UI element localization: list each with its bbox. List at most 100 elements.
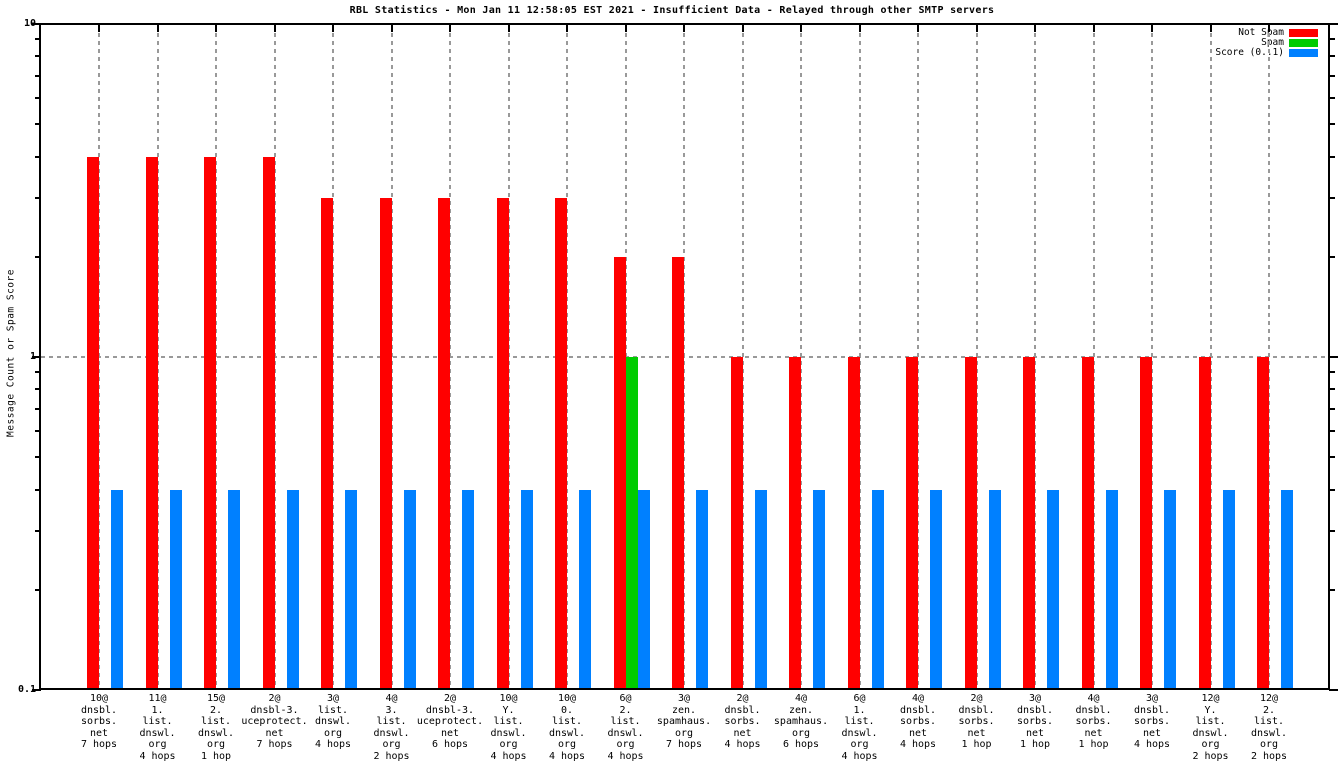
bar-not-spam: [613, 256, 626, 688]
x-axis-label: 3@ dnsbl. sorbs. net 4 hops: [1133, 693, 1171, 750]
y-axis-tick-minor: [1329, 55, 1335, 58]
y-axis-tick-minor: [35, 429, 41, 432]
y-axis-tick-minor: [35, 38, 41, 41]
x-axis-tick: [975, 25, 978, 32]
bar-spam: [625, 357, 638, 688]
bar-not-spam: [438, 198, 450, 688]
x-axis-tick: [98, 25, 100, 32]
y-axis-tick-minor: [1329, 488, 1335, 491]
x-axis-label: 2@ dnsbl. sorbs. net 1 hop: [958, 693, 995, 750]
y-axis-tick-minor: [35, 371, 41, 374]
x-axis-tick: [215, 25, 217, 32]
x-axis-label: 4@ zen. spamhaus. org 6 hops: [773, 693, 829, 750]
y-axis-tick-major: [1329, 23, 1338, 25]
y-axis-tick-minor: [1329, 155, 1335, 158]
legend-swatch: [1289, 49, 1318, 57]
legend-label: Spam: [1261, 37, 1284, 48]
x-axis-label: 3@ dnsbl. sorbs. net 1 hop: [1016, 693, 1054, 750]
bar-score: [169, 489, 182, 688]
x-axis-tick: [800, 25, 802, 32]
y-axis-tick-minor: [1329, 371, 1335, 374]
x-axis-label: 2@ dnsbl-3. uceprotect. net 6 hops: [416, 693, 484, 750]
y-axis-tick-major: [32, 23, 41, 25]
x-axis-label: 2@ dnsbl-3. uceprotect. net 7 hops: [241, 693, 308, 750]
bar-score: [111, 489, 123, 688]
x-axis-tick: [273, 25, 276, 32]
y-axis-tick-major: [1329, 356, 1338, 358]
x-axis-tick: [741, 25, 744, 32]
y-axis-tick-minor: [35, 55, 41, 58]
x-axis-tick: [566, 25, 568, 32]
bar-score: [579, 489, 591, 688]
bar-score: [930, 489, 942, 688]
bar-not-spam: [262, 156, 275, 688]
y-axis-tick-minor: [1329, 530, 1335, 533]
legend-item: Spam: [1215, 38, 1318, 48]
bar-score: [286, 489, 299, 688]
y-axis-tick-minor: [35, 456, 41, 459]
bar-not-spam: [964, 357, 977, 688]
y-axis-tick-minor: [35, 74, 41, 77]
x-axis-tick: [1209, 25, 1212, 32]
y-tick-label: 10: [23, 18, 36, 29]
x-axis-label: 4@ dnsbl. sorbs. net 1 hop: [1075, 693, 1112, 750]
x-axis-tick: [507, 25, 510, 32]
bar-not-spam: [204, 156, 216, 688]
y-axis-tick-minor: [35, 530, 41, 533]
y-axis-tick-minor: [1329, 588, 1335, 591]
bar-score: [345, 489, 357, 688]
bar-score: [754, 489, 767, 688]
y-axis-tick-minor: [35, 123, 41, 126]
bar-not-spam: [730, 357, 743, 688]
plot-area: [39, 23, 1330, 690]
y-axis-tick-minor: [35, 255, 41, 258]
y-axis-tick-minor: [1329, 74, 1335, 77]
bar-not-spam: [672, 256, 684, 688]
bar-not-spam: [1140, 357, 1152, 688]
x-axis-label: 10@ dnsbl. sorbs. net 7 hops: [80, 693, 118, 750]
y-axis-tick-minor: [1329, 123, 1335, 126]
legend-label: Not Spam: [1238, 27, 1284, 38]
y-axis-tick-minor: [35, 155, 41, 158]
legend: Not Spam Spam Score (0..1): [1215, 28, 1318, 58]
x-axis-label: 3@ list. dnswl. org 4 hops: [314, 693, 352, 750]
bar-not-spam: [555, 198, 567, 688]
bar-score: [988, 489, 1001, 688]
bar-not-spam: [789, 357, 801, 688]
legend-label: Score (0..1): [1215, 47, 1284, 58]
bar-score: [813, 489, 825, 688]
bar-not-spam: [847, 357, 860, 688]
bar-not-spam: [1257, 357, 1269, 688]
y-axis-tick-minor: [1329, 96, 1335, 99]
x-axis-tick: [390, 25, 393, 32]
x-axis-tick: [1151, 25, 1153, 32]
x-axis-tick: [858, 25, 861, 32]
bar-not-spam: [1081, 357, 1094, 688]
bar-not-spam: [379, 198, 392, 688]
y-axis-tick-minor: [35, 388, 41, 391]
grid-line-horizontal: [41, 356, 1328, 358]
legend-item: Not Spam: [1215, 28, 1318, 38]
bar-not-spam: [145, 156, 158, 688]
x-axis-label: 2@ dnsbl. sorbs. net 4 hops: [724, 693, 761, 750]
bar-not-spam: [87, 156, 99, 688]
bar-score: [637, 489, 650, 688]
y-axis-tick-minor: [1329, 255, 1335, 258]
y-axis-tick-minor: [1329, 456, 1335, 459]
bar-not-spam: [1198, 357, 1211, 688]
x-axis-label: 4@ dnsbl. sorbs. net 4 hops: [899, 693, 937, 750]
x-axis-label: 3@ zen. spamhaus. org 7 hops: [656, 693, 712, 750]
bar-score: [462, 489, 474, 688]
bar-score: [1281, 489, 1293, 688]
bar-score: [403, 489, 416, 688]
bar-score: [520, 489, 533, 688]
y-axis-tick-minor: [35, 197, 41, 200]
y-axis-tick-minor: [35, 407, 41, 410]
y-axis-tick-minor: [1329, 38, 1335, 41]
bar-score: [1047, 489, 1059, 688]
chart-title: RBL Statistics - Mon Jan 11 12:58:05 EST…: [349, 5, 995, 16]
x-axis-tick: [1268, 25, 1270, 32]
x-axis-tick: [332, 25, 334, 32]
x-axis-tick: [156, 25, 159, 32]
x-axis-tick: [1092, 25, 1095, 32]
